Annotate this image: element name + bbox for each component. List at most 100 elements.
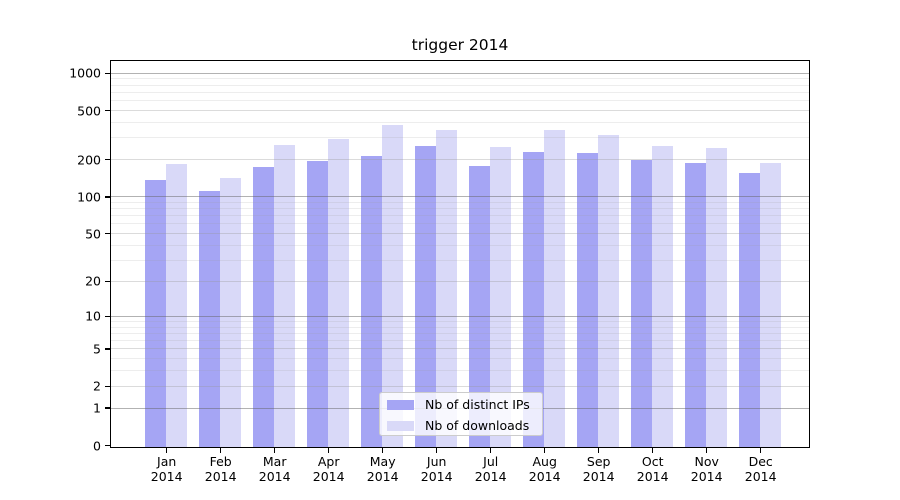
gridline-9 [111,320,809,322]
legend-label-distinct-ips: Nb of distinct IPs [425,397,530,412]
x-tick-mark-jun-2014 [436,448,438,453]
x-tick-mark-dec-2014 [760,448,762,453]
bar-nb-of-distinct-ips-may-2014 [361,156,383,447]
bar-nb-of-downloads-sep-2014 [598,134,620,447]
y-tick-mark-200 [105,159,110,161]
legend: Nb of distinct IPs Nb of downloads [379,392,543,436]
x-tick-mark-jan-2014 [166,448,168,453]
y-tick-mark-0 [105,444,110,447]
gridline-500 [111,110,809,112]
x-tick-label-nov-2014: Nov 2014 [690,454,723,485]
x-tick-label-mar-2014: Mar 2014 [258,454,291,485]
y-tick-mark-5 [105,348,110,350]
legend-item-downloads: Nb of downloads [380,416,542,436]
gridline-100 [111,196,809,198]
y-tick-mark-2 [105,385,110,387]
bar-nb-of-distinct-ips-oct-2014 [631,160,653,447]
bar-nb-of-downloads-aug-2014 [544,129,566,447]
bar-nb-of-distinct-ips-dec-2014 [739,173,761,447]
bar-nb-of-downloads-oct-2014 [652,145,674,447]
bar-nb-of-distinct-ips-jan-2014 [145,179,167,447]
y-tick-mark-1000 [105,72,110,74]
legend-item-distinct-ips: Nb of distinct IPs [380,395,542,415]
x-tick-label-jan-2014: Jan 2014 [150,454,183,485]
x-tick-label-feb-2014: Feb 2014 [204,454,237,485]
y-tick-label-50: 50 [85,226,101,242]
gridline-10 [111,315,809,317]
x-tick-mark-jul-2014 [490,448,492,453]
bar-nb-of-downloads-feb-2014 [220,178,242,447]
gridline-50 [111,233,809,235]
gridline-200 [111,159,809,161]
x-tick-label-sep-2014: Sep 2014 [582,454,615,485]
y-tick-label-10: 10 [85,308,101,324]
bar-nb-of-downloads-jul-2014 [490,147,512,447]
bar-nb-of-distinct-ips-apr-2014 [307,160,329,447]
y-tick-label-1: 1 [93,400,101,416]
y-tick-mark-50 [105,232,110,235]
bar-nb-of-distinct-ips-sep-2014 [577,152,599,447]
gridline-300 [111,137,809,139]
bar-nb-of-distinct-ips-mar-2014 [253,166,275,447]
bar-nb-of-distinct-ips-jul-2014 [469,165,491,447]
x-tick-label-aug-2014: Aug 2014 [528,454,561,485]
bar-nb-of-downloads-nov-2014 [706,148,728,447]
x-tick-mark-oct-2014 [652,448,654,453]
legend-swatch-distinct-ips [387,400,414,410]
y-tick-mark-500 [105,109,110,112]
legend-label-downloads: Nb of downloads [425,418,530,433]
bar-nb-of-downloads-jun-2014 [436,129,458,447]
bar-nb-of-downloads-apr-2014 [328,139,350,447]
y-tick-label-20: 20 [85,273,101,289]
y-tick-label-200: 200 [77,152,101,168]
y-tick-mark-10 [105,315,110,317]
gridline-80 [111,208,809,210]
gridline-5 [111,348,809,350]
legend-swatch-downloads [387,421,414,431]
x-tick-mark-feb-2014 [220,448,222,453]
gridline-20 [111,280,809,282]
bar-nb-of-distinct-ips-feb-2014 [199,190,221,447]
x-tick-mark-mar-2014 [274,448,276,453]
y-tick-mark-20 [105,280,110,283]
x-tick-mark-sep-2014 [598,448,600,453]
x-tick-mark-nov-2014 [706,448,708,453]
gridline-60 [111,223,809,225]
x-tick-mark-aug-2014 [544,448,546,453]
bar-nb-of-downloads-may-2014 [382,125,404,447]
gridline-7 [111,332,809,334]
x-tick-label-jul-2014: Jul 2014 [474,454,507,485]
gridline-90 [111,201,809,203]
gridline-700 [111,91,809,93]
y-tick-label-1000: 1000 [69,65,101,81]
gridline-900 [111,78,809,80]
gridline-6 [111,340,809,342]
gridline-4 [111,358,809,360]
bar-nb-of-distinct-ips-aug-2014 [523,151,545,447]
gridline-40 [111,244,809,246]
bar-nb-of-downloads-jan-2014 [166,164,188,447]
y-tick-label-100: 100 [77,189,101,205]
x-tick-mark-apr-2014 [328,448,330,453]
y-tick-label-5: 5 [93,341,101,357]
gridline-800 [111,84,809,86]
plot-area [110,60,810,448]
x-tick-label-oct-2014: Oct 2014 [636,454,669,485]
y-tick-label-2: 2 [93,378,101,394]
x-tick-label-may-2014: May 2014 [366,454,399,485]
gridline-400 [111,122,809,124]
gridline-600 [111,100,809,102]
y-tick-mark-100 [105,196,110,198]
chart-title: trigger 2014 [411,36,509,54]
gridline-70 [111,215,809,217]
x-tick-mark-may-2014 [382,448,384,453]
gridline-1000 [111,72,809,74]
gridline-30 [111,259,809,261]
x-tick-label-jun-2014: Jun 2014 [420,454,453,485]
bar-nb-of-downloads-mar-2014 [274,145,296,447]
gridline-8 [111,326,809,328]
gridline-3 [111,370,809,372]
y-tick-label-500: 500 [77,103,101,119]
y-tick-mark-1 [105,407,110,409]
